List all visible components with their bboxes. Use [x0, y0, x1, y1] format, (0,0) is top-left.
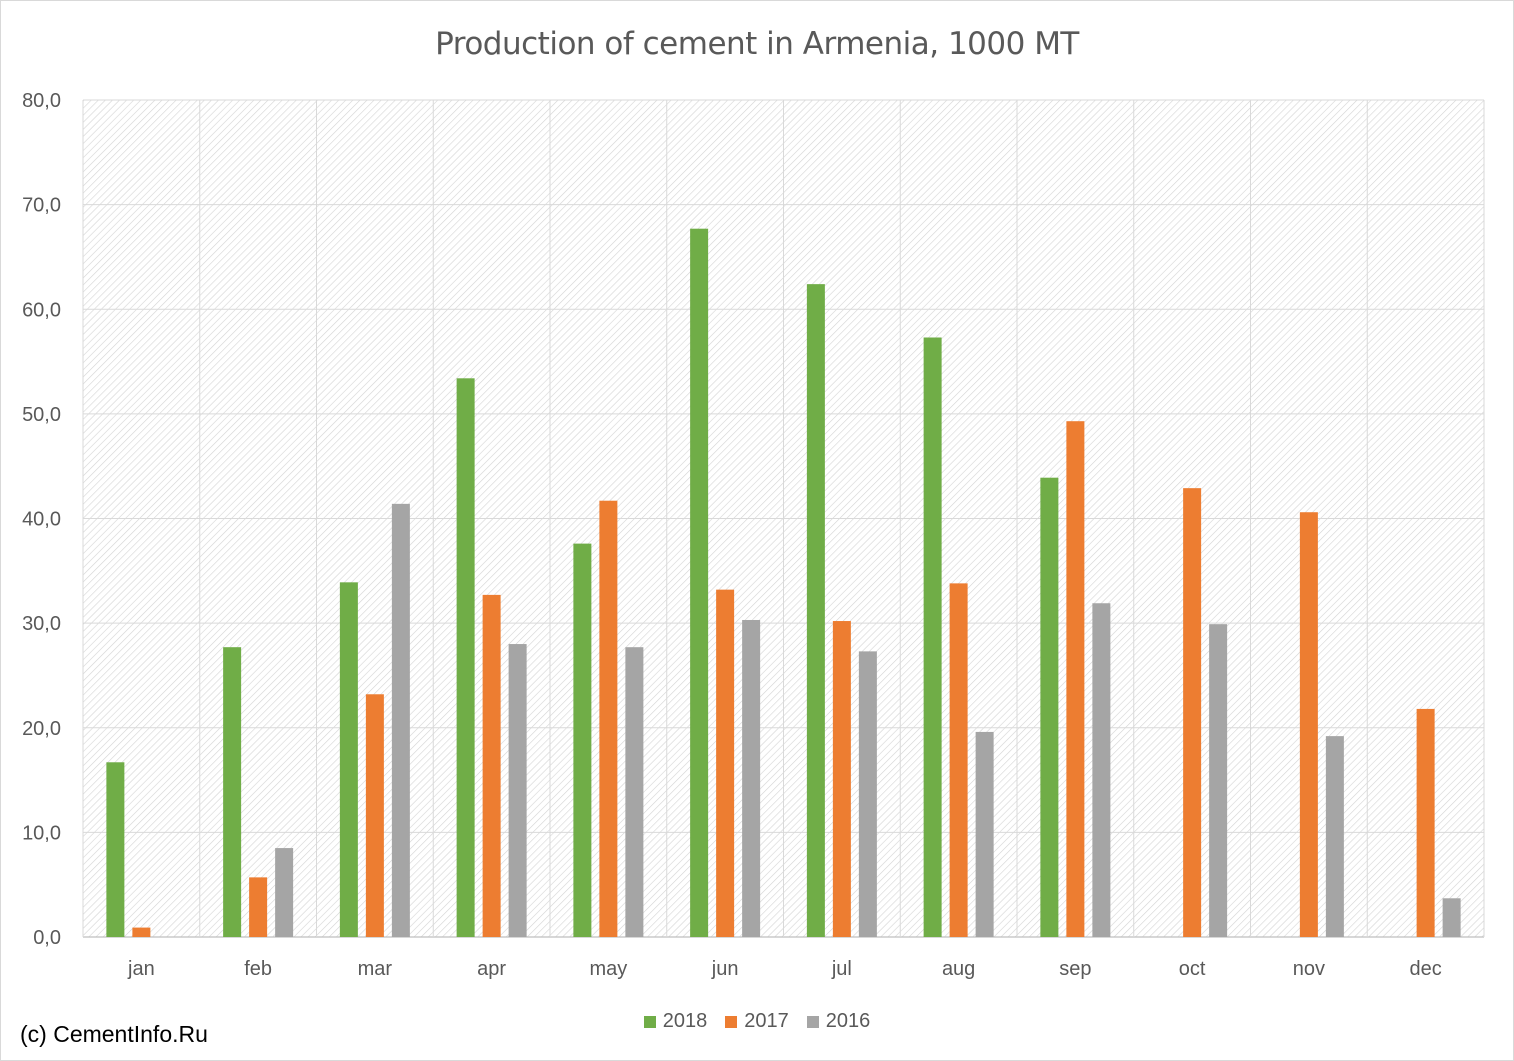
bar-2018-jan — [106, 762, 125, 937]
x-tick-label: mar — [358, 958, 393, 980]
bar-2018-aug — [923, 337, 942, 937]
copyright-text: (c) CementInfo.Ru — [20, 1021, 208, 1047]
chart-title: Production of cement in Armenia, 1000 MT — [435, 26, 1079, 62]
bar-2017-oct — [1183, 488, 1202, 937]
y-tick-label: 20,0 — [22, 718, 61, 740]
bar-2018-mar — [339, 582, 358, 937]
legend-label-2018: 2018 — [662, 1010, 708, 1032]
bar-2017-jan — [132, 927, 151, 937]
bar-2017-feb — [249, 877, 268, 937]
legend-label-2017: 2017 — [744, 1010, 789, 1032]
x-tick-label: jan — [127, 958, 155, 980]
bar-2017-dec — [1416, 708, 1435, 937]
bar-2016-oct — [1209, 624, 1228, 937]
legend-item-2018: 2018 — [643, 1010, 708, 1033]
y-tick-label: 80,0 — [22, 90, 61, 112]
legend-swatch-2016 — [806, 1015, 819, 1028]
bar-2016-nov — [1325, 736, 1344, 937]
bar-2016-may — [625, 647, 644, 937]
bar-2017-jul — [832, 621, 851, 937]
bar-2016-mar — [391, 503, 410, 937]
bar-2017-jun — [716, 589, 735, 937]
bar-2017-sep — [1066, 421, 1085, 938]
bar-2016-jun — [742, 619, 761, 937]
bar-2018-feb — [223, 647, 242, 937]
legend-swatch-2018 — [643, 1015, 656, 1028]
x-tick-label: nov — [1293, 958, 1325, 980]
bar-2017-nov — [1299, 512, 1318, 937]
legend: 2018 2017 2016 — [0, 1010, 1514, 1033]
bar-2017-mar — [365, 694, 384, 937]
x-tick-label: feb — [244, 958, 272, 980]
bar-2018-jun — [690, 228, 709, 938]
bar-2016-dec — [1442, 898, 1461, 937]
bar-2017-aug — [949, 583, 968, 937]
x-tick-label: jun — [711, 958, 739, 980]
bar-2016-jul — [858, 651, 877, 937]
bar-2018-sep — [1040, 477, 1059, 937]
bar-2017-apr — [482, 594, 501, 937]
legend-item-2017: 2017 — [725, 1010, 789, 1033]
bar-2018-jul — [806, 284, 825, 937]
y-tick-label: 40,0 — [22, 509, 61, 531]
x-tick-label: apr — [477, 958, 506, 980]
bar-2016-feb — [275, 848, 294, 937]
bar-2017-may — [599, 500, 618, 937]
x-tick-label: dec — [1410, 958, 1442, 980]
bar-2016-apr — [508, 644, 527, 937]
x-axis-ticks: jan feb mar apr may jun jul aug sep oct nov dec — [127, 958, 1442, 980]
y-tick-label: 60,0 — [22, 299, 61, 321]
x-tick-label: jul — [831, 958, 852, 980]
legend-item-2016: 2016 — [806, 1010, 871, 1033]
bars — [106, 228, 1461, 938]
y-tick-label: 70,0 — [22, 195, 61, 217]
x-tick-label: sep — [1059, 958, 1091, 980]
y-tick-label: 30,0 — [22, 613, 61, 635]
y-tick-label: 0,0 — [33, 927, 61, 949]
y-axis-ticks: 0,0 10,0 20,0 30,0 40,0 50,0 60,0 70,0 80,0 — [22, 90, 61, 949]
gridlines — [82, 99, 1485, 938]
bar-2018-apr — [456, 378, 475, 937]
y-tick-label: 50,0 — [22, 404, 61, 426]
bar-2016-aug — [975, 731, 994, 937]
bar-2018-may — [573, 543, 592, 937]
x-tick-label: aug — [942, 958, 975, 980]
legend-label-2016: 2016 — [825, 1010, 871, 1032]
legend-swatch-2017 — [725, 1015, 738, 1028]
bar-2016-sep — [1092, 603, 1111, 937]
x-tick-label: may — [589, 958, 627, 980]
y-tick-label: 10,0 — [22, 822, 61, 844]
x-tick-label: oct — [1179, 958, 1206, 980]
